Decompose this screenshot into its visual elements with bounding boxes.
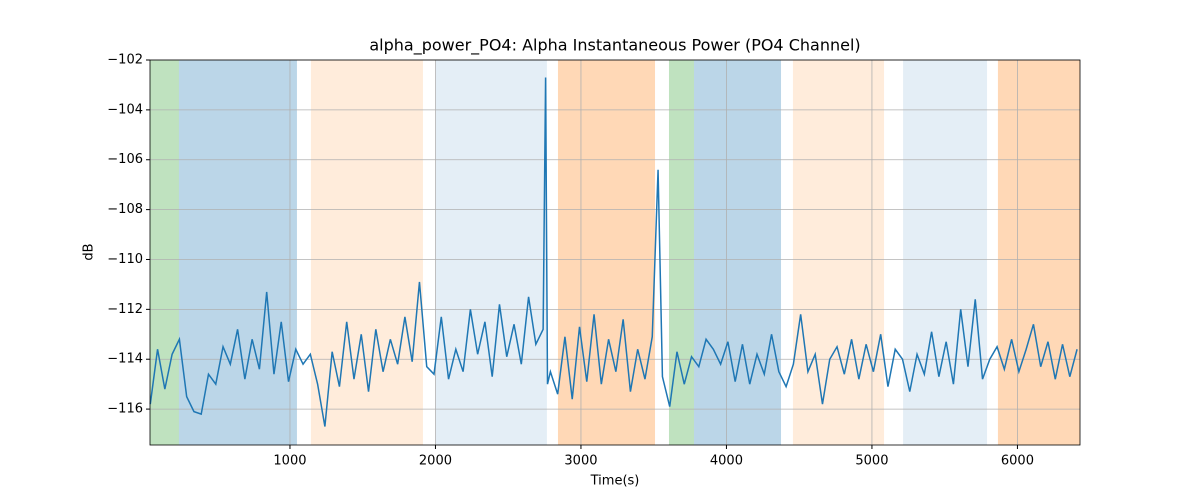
shaded-span	[903, 60, 988, 445]
shaded-span	[178, 60, 297, 445]
x-tick-label: 5000	[855, 454, 888, 469]
x-tick-label: 6000	[1001, 454, 1034, 469]
y-tick-label: −116	[107, 402, 143, 417]
x-tick-label: 2000	[419, 454, 452, 469]
shaded-span	[435, 60, 547, 445]
chart-title: alpha_power_PO4: Alpha Instantaneous Pow…	[369, 36, 860, 56]
y-tick-label: −112	[107, 302, 143, 317]
y-tick-label: −110	[107, 252, 143, 267]
x-tick-label: 4000	[710, 454, 743, 469]
y-tick-label: −102	[107, 53, 143, 68]
y-tick-label: −104	[107, 102, 143, 117]
x-tick-label: 3000	[564, 454, 597, 469]
x-tick-label: 1000	[273, 454, 306, 469]
shaded-span	[557, 60, 656, 445]
x-axis-label: Time(s)	[590, 474, 640, 489]
shaded-span	[150, 60, 179, 445]
shaded-span	[310, 60, 423, 445]
shaded-span	[694, 60, 782, 445]
y-tick-label: −108	[107, 202, 143, 217]
y-tick-label: −114	[107, 352, 143, 367]
plot-frame	[149, 59, 1081, 446]
shaded-span	[997, 60, 1080, 445]
data-line	[149, 77, 1078, 427]
y-axis-label: dB	[82, 243, 97, 260]
shaded-span	[792, 60, 885, 445]
y-tick-label: −106	[107, 152, 143, 167]
